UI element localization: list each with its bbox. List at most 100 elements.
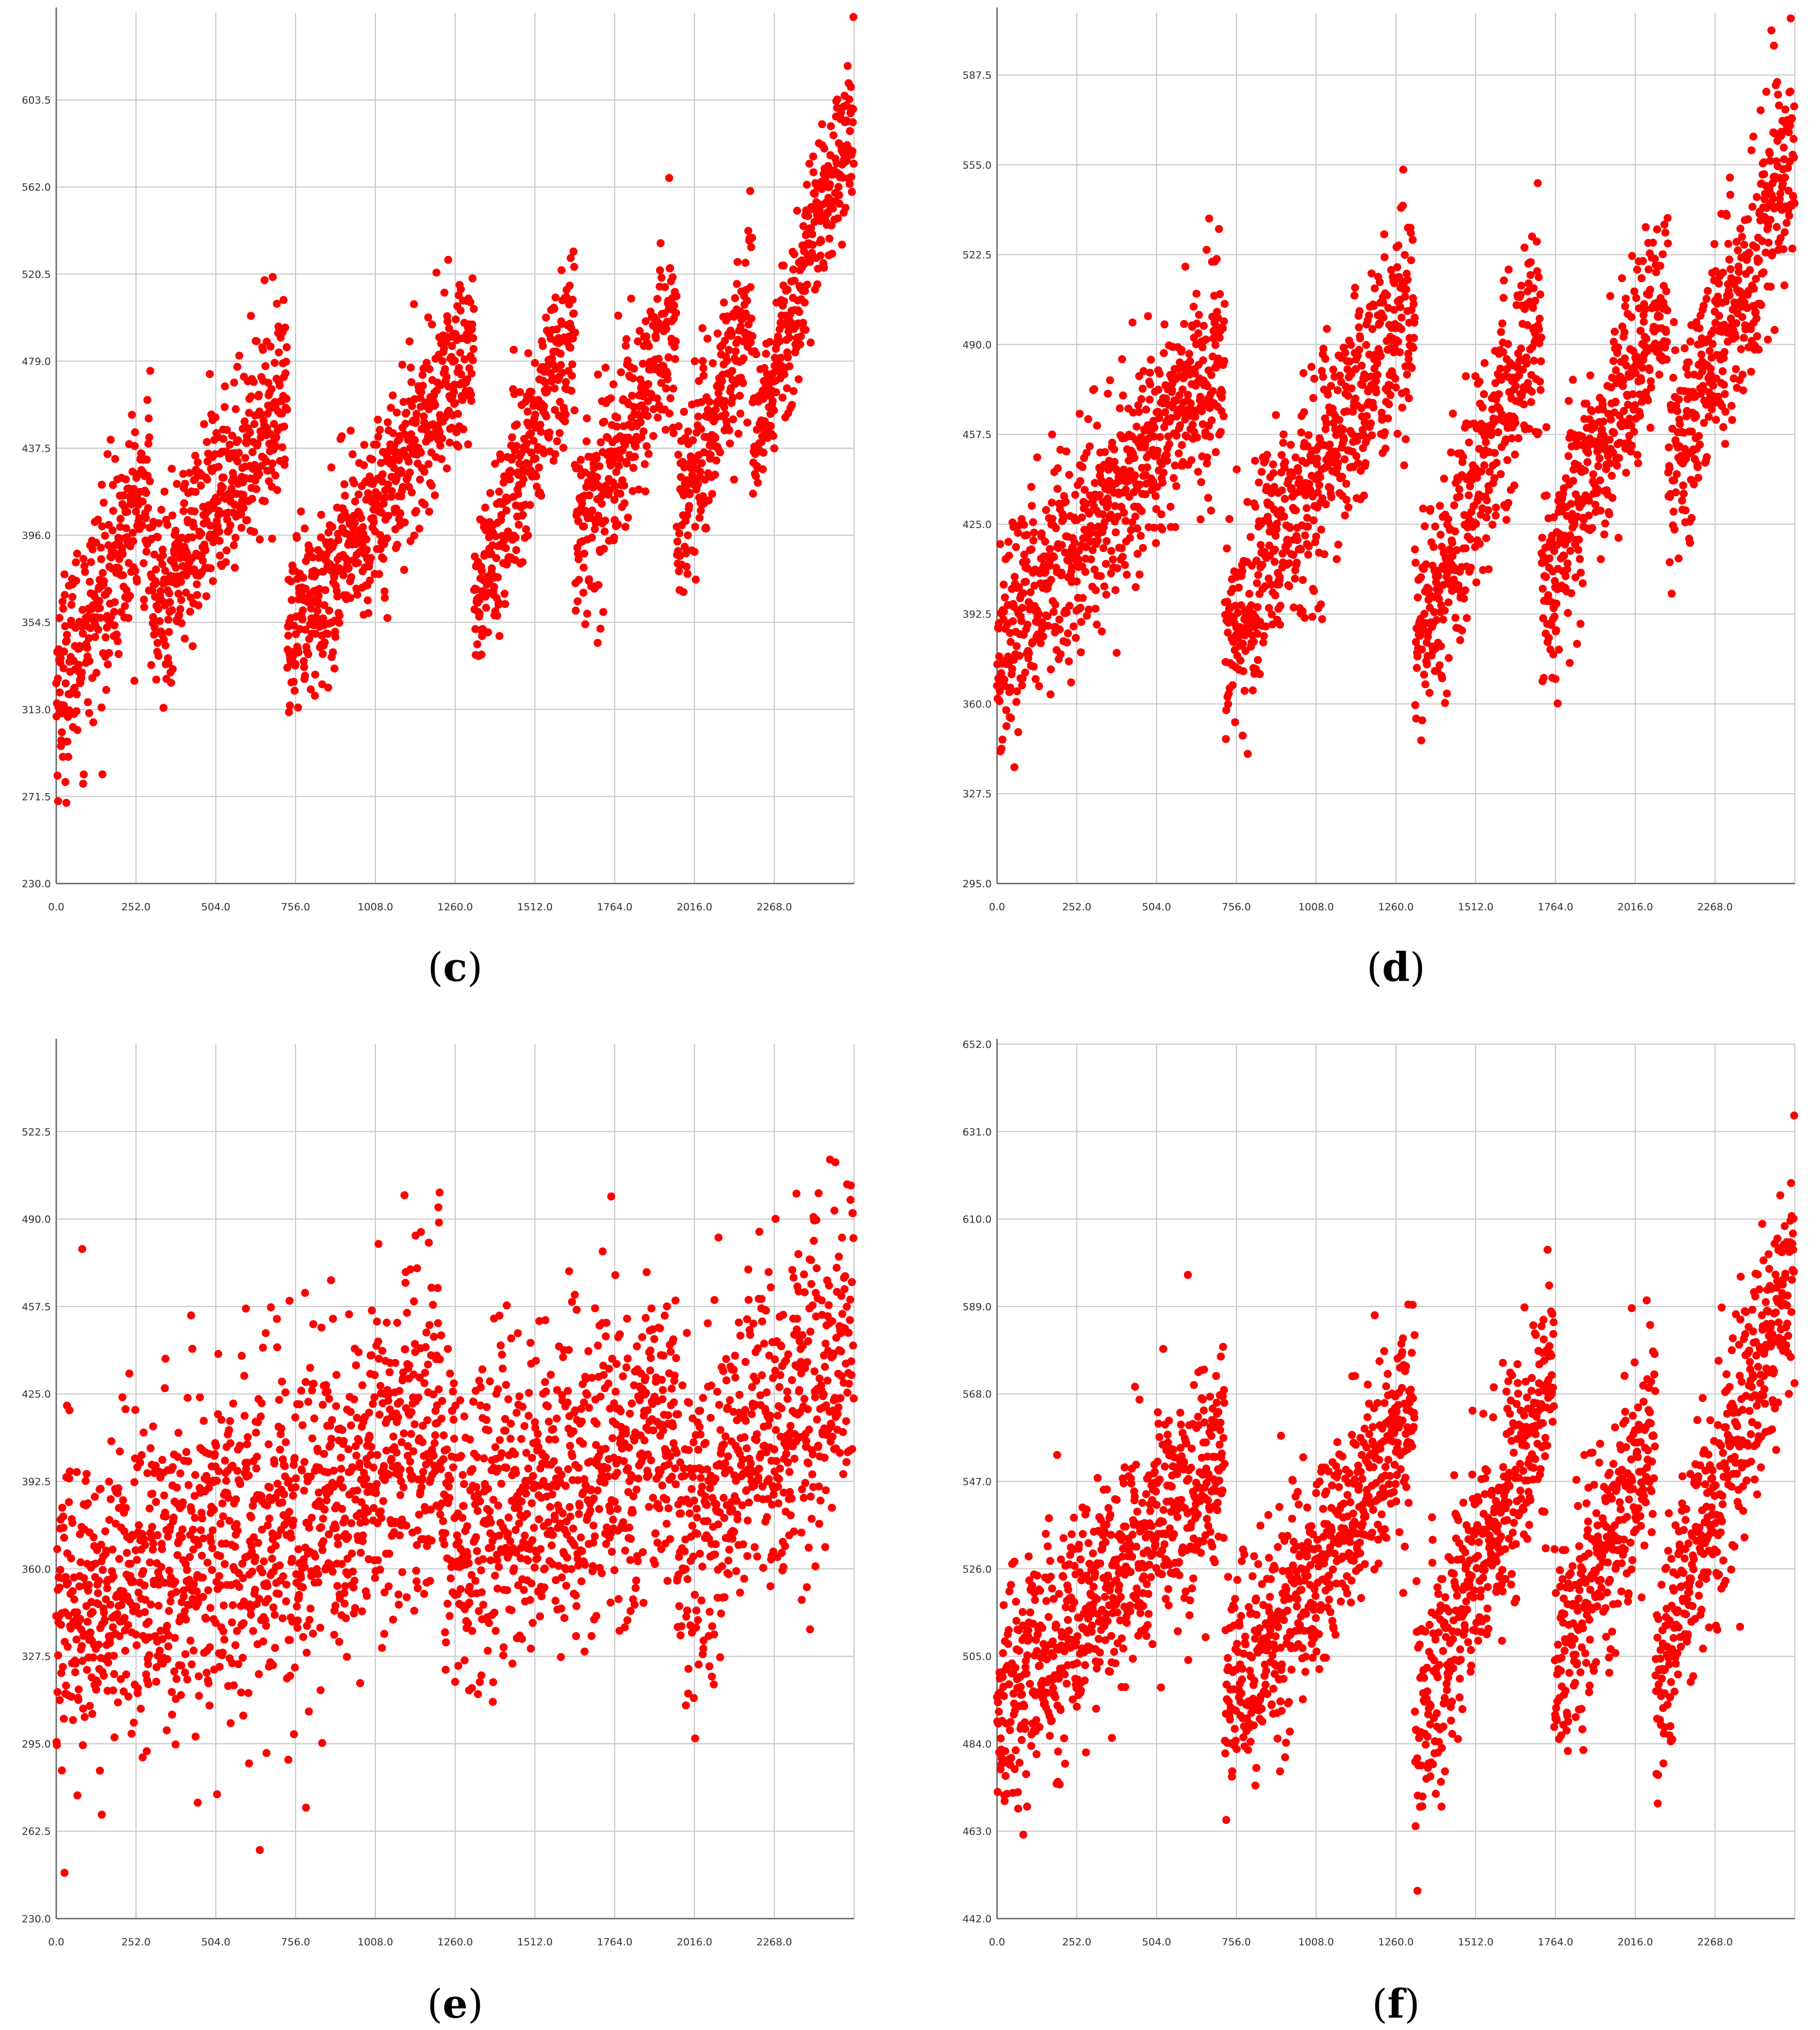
data-point bbox=[233, 457, 242, 466]
data-point bbox=[154, 652, 163, 660]
data-point bbox=[1576, 555, 1584, 563]
data-point bbox=[222, 558, 230, 567]
data-point bbox=[122, 524, 131, 532]
data-point bbox=[770, 444, 779, 452]
data-point bbox=[600, 545, 608, 553]
data-point bbox=[1177, 441, 1186, 449]
data-point bbox=[1228, 681, 1237, 690]
data-point bbox=[1156, 369, 1164, 378]
data-point bbox=[278, 443, 286, 451]
data-point bbox=[581, 620, 590, 629]
data-point bbox=[1503, 456, 1512, 464]
data-point bbox=[235, 449, 243, 457]
data-point bbox=[731, 347, 740, 356]
data-point bbox=[610, 495, 618, 504]
data-point bbox=[272, 433, 281, 442]
data-point bbox=[1362, 341, 1370, 349]
data-point bbox=[321, 586, 330, 594]
data-point bbox=[1276, 601, 1285, 610]
data-point bbox=[1527, 258, 1535, 267]
data-point bbox=[530, 436, 538, 445]
data-point bbox=[1380, 230, 1388, 239]
data-point bbox=[575, 576, 583, 584]
data-point bbox=[130, 485, 138, 493]
data-point bbox=[167, 678, 176, 687]
data-point bbox=[188, 533, 197, 541]
data-point bbox=[716, 448, 724, 457]
data-point bbox=[308, 553, 317, 562]
data-point bbox=[221, 382, 229, 391]
data-point bbox=[1041, 538, 1049, 546]
data-point bbox=[848, 187, 856, 196]
data-point bbox=[570, 309, 578, 318]
data-point bbox=[1647, 383, 1656, 391]
data-point bbox=[161, 567, 169, 575]
data-point bbox=[1055, 615, 1063, 624]
data-point bbox=[698, 459, 706, 467]
data-point bbox=[1321, 354, 1330, 363]
data-point bbox=[600, 527, 609, 536]
data-point bbox=[140, 603, 148, 612]
data-point bbox=[427, 481, 436, 490]
data-point bbox=[107, 435, 115, 444]
data-point bbox=[509, 345, 518, 354]
data-point bbox=[847, 172, 856, 181]
data-point bbox=[1034, 609, 1043, 617]
data-point bbox=[306, 685, 315, 693]
data-point bbox=[1492, 503, 1500, 512]
data-point bbox=[1645, 366, 1654, 374]
data-point bbox=[1510, 481, 1519, 490]
data-point bbox=[357, 514, 365, 523]
data-point bbox=[1302, 504, 1311, 512]
data-point bbox=[1053, 485, 1062, 493]
data-point bbox=[59, 605, 67, 613]
data-point bbox=[1695, 324, 1704, 333]
data-point bbox=[1536, 386, 1545, 394]
data-point bbox=[1035, 682, 1044, 690]
data-point bbox=[101, 532, 109, 540]
data-point bbox=[283, 405, 291, 414]
data-point bbox=[1143, 463, 1151, 472]
data-point bbox=[523, 439, 531, 448]
data-point bbox=[150, 550, 158, 559]
data-point bbox=[698, 324, 707, 333]
data-point bbox=[245, 409, 253, 417]
data-point bbox=[438, 434, 447, 443]
data-point bbox=[1687, 514, 1696, 522]
data-point bbox=[540, 367, 549, 376]
data-point bbox=[1746, 266, 1754, 274]
data-point bbox=[368, 455, 376, 464]
data-point bbox=[998, 735, 1007, 744]
data-point bbox=[110, 608, 118, 616]
data-point bbox=[531, 454, 540, 463]
data-point bbox=[146, 367, 155, 375]
data-point bbox=[1292, 506, 1300, 515]
data-point bbox=[1279, 439, 1287, 447]
data-point bbox=[440, 344, 448, 353]
data-point bbox=[808, 230, 817, 238]
data-point bbox=[1456, 636, 1464, 644]
data-point bbox=[1555, 645, 1563, 654]
data-point bbox=[1187, 456, 1196, 464]
data-point bbox=[197, 481, 205, 490]
data-point bbox=[228, 432, 237, 440]
data-point bbox=[1450, 501, 1459, 510]
data-point bbox=[285, 701, 294, 710]
data-point bbox=[1537, 357, 1545, 366]
data-point bbox=[218, 483, 227, 492]
data-point bbox=[1059, 515, 1068, 523]
data-point bbox=[92, 538, 100, 547]
data-point bbox=[1199, 322, 1208, 330]
data-point bbox=[519, 475, 528, 484]
data-point bbox=[1120, 509, 1128, 517]
data-point bbox=[1087, 555, 1096, 564]
data-point bbox=[1673, 407, 1682, 415]
data-point bbox=[515, 520, 523, 529]
data-point bbox=[1279, 430, 1288, 439]
data-point bbox=[1297, 428, 1305, 437]
data-point bbox=[164, 659, 173, 667]
data-point bbox=[527, 388, 535, 396]
data-point bbox=[1156, 433, 1164, 441]
data-point bbox=[596, 624, 605, 633]
data-point bbox=[623, 459, 631, 467]
